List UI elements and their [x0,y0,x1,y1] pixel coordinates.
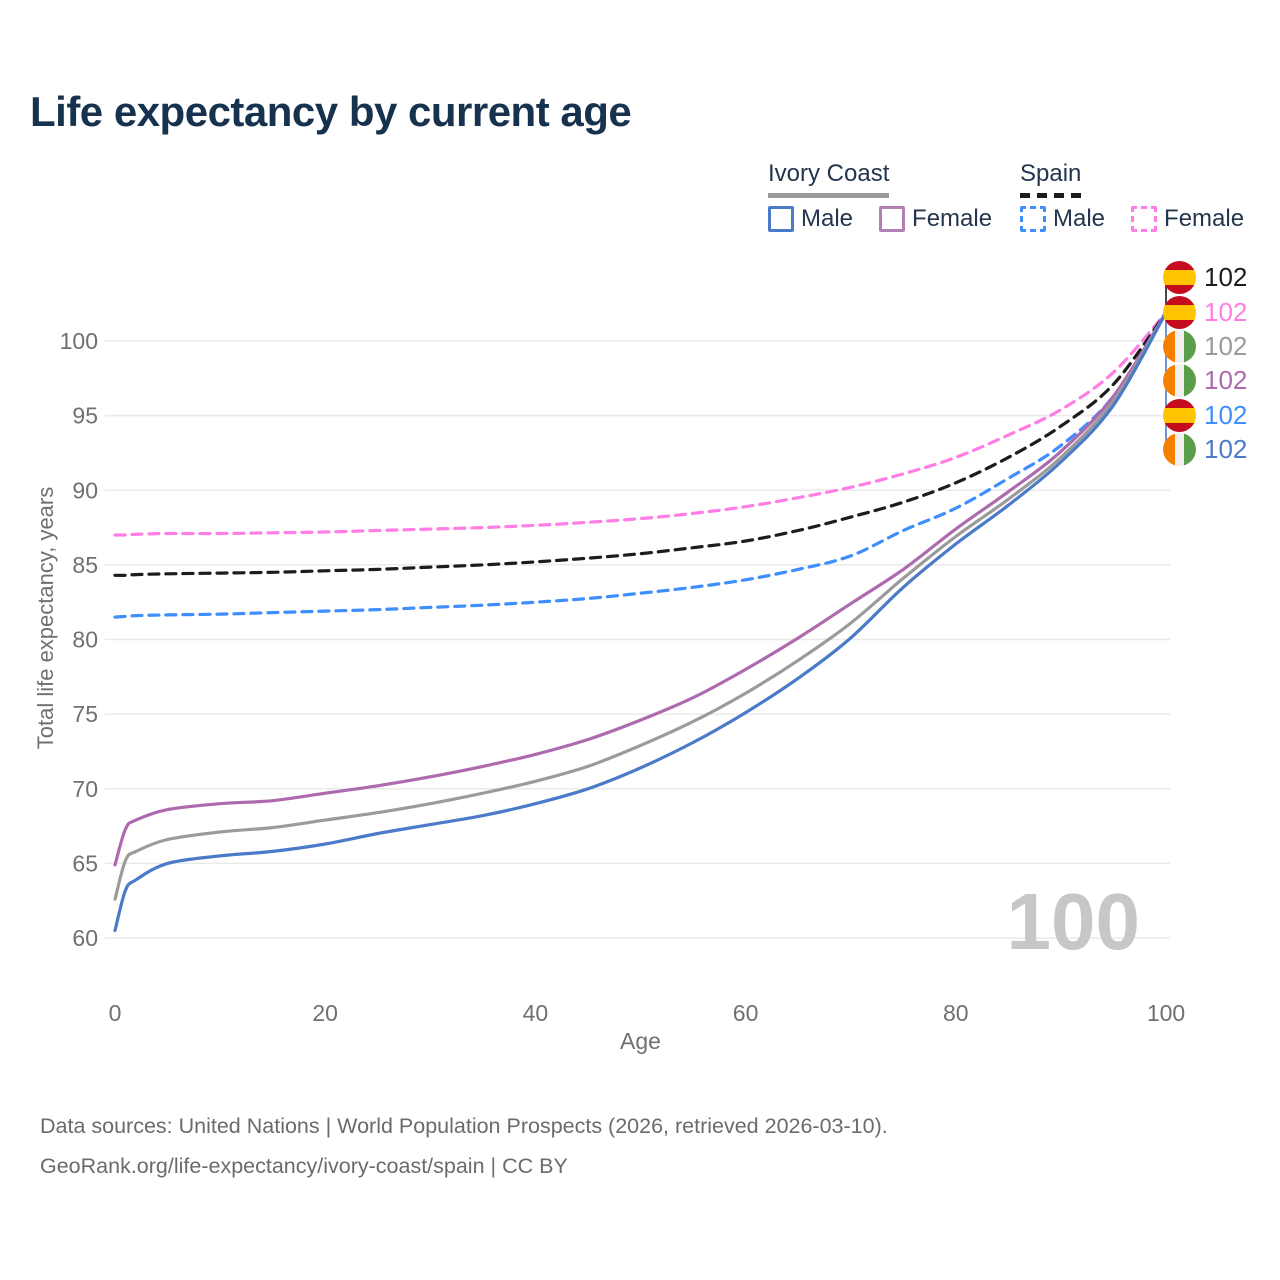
series-end-labels: 102 102 102 102 102 102 [1163,261,1248,467]
end-label-spain-female: 102 [1163,295,1248,329]
y-tick-label: 95 [72,403,98,429]
x-axis-title: Age [620,1028,661,1054]
y-tick-label: 90 [72,477,98,503]
spain-flag-icon [1163,261,1196,295]
footer-attribution: GeoRank.org/life-expectancy/ivory-coast/… [40,1154,568,1178]
y-tick-label: 65 [72,850,98,876]
end-label-ivory-coast-female: 102 [1163,364,1248,398]
footer: Data sources: United Nations | World Pop… [40,1106,888,1186]
series-line-spain-female[interactable] [113,311,1168,537]
line-swatch-icon [879,206,906,232]
x-tick-label: 60 [733,1000,759,1026]
legend-country-spain[interactable]: Spain [1020,160,1082,198]
ivory-coast-flag-icon [1163,364,1196,398]
end-label-value: 102 [1204,365,1248,396]
y-tick-label: 70 [72,776,98,802]
footer-data-sources: Data sources: United Nations | World Pop… [40,1114,888,1138]
y-tick-label: 80 [72,627,98,653]
x-tick-label: 80 [943,1000,969,1026]
legend-country-ivory-coast[interactable]: Ivory Coast [768,160,890,198]
end-label-value: 102 [1204,262,1248,293]
series-line-ivory-coast-female[interactable] [113,311,1168,867]
y-tick-label: 100 [60,328,98,354]
y-tick-label: 85 [72,552,98,578]
end-label-value: 102 [1204,296,1248,327]
x-tick-label: 0 [109,1000,122,1026]
y-tick-label: 75 [72,701,98,727]
legend-item-label: Female [1164,205,1245,232]
line-swatch-icon [1020,206,1046,232]
end-label-ivory-coast-all: 102 [1163,329,1248,363]
y-axis-title: Total life expectancy, years [33,486,58,750]
series-line-ivory-coast-male[interactable] [113,311,1168,933]
ivory-coast-flag-icon [1163,433,1196,467]
legend-item-ivory-coast-male[interactable]: Male [768,205,853,233]
page-title: Life expectancy by current age [30,88,632,135]
spain-flag-icon [1163,398,1196,432]
legend-item-ivory-coast-female[interactable]: Female [879,205,992,233]
end-label-spain-all: 102 [1163,261,1248,295]
legend-item-spain-female[interactable]: Female [1131,205,1244,233]
line-swatch-icon [768,206,794,232]
age-counter-watermark: 100 [1006,877,1140,966]
legend-item-label: Male [801,205,854,232]
x-tick-label: 40 [523,1000,549,1026]
end-label-value: 102 [1204,330,1248,361]
series-line-spain-all[interactable] [113,311,1168,577]
end-label-spain-male: 102 [1163,398,1248,432]
legend-group-ivory-coast: Ivory Coast Male Female [768,160,992,233]
spain-flag-icon [1163,295,1196,329]
series-line-ivory-coast-all[interactable] [113,311,1168,901]
legend-item-spain-male[interactable]: Male [1020,205,1105,233]
end-label-ivory-coast-male: 102 [1163,433,1248,467]
ivory-coast-flag-icon [1163,329,1196,363]
end-label-value: 102 [1204,399,1248,430]
line-swatch-icon [1131,206,1158,232]
legend-item-label: Male [1053,205,1106,232]
x-tick-label: 100 [1147,1000,1185,1026]
legend-item-label: Female [912,205,993,232]
y-tick-label: 60 [72,925,98,951]
series-line-spain-male[interactable] [113,311,1168,619]
end-label-value: 102 [1204,434,1248,465]
legend-group-spain: Spain Male Female [1020,160,1244,233]
x-tick-label: 20 [312,1000,338,1026]
